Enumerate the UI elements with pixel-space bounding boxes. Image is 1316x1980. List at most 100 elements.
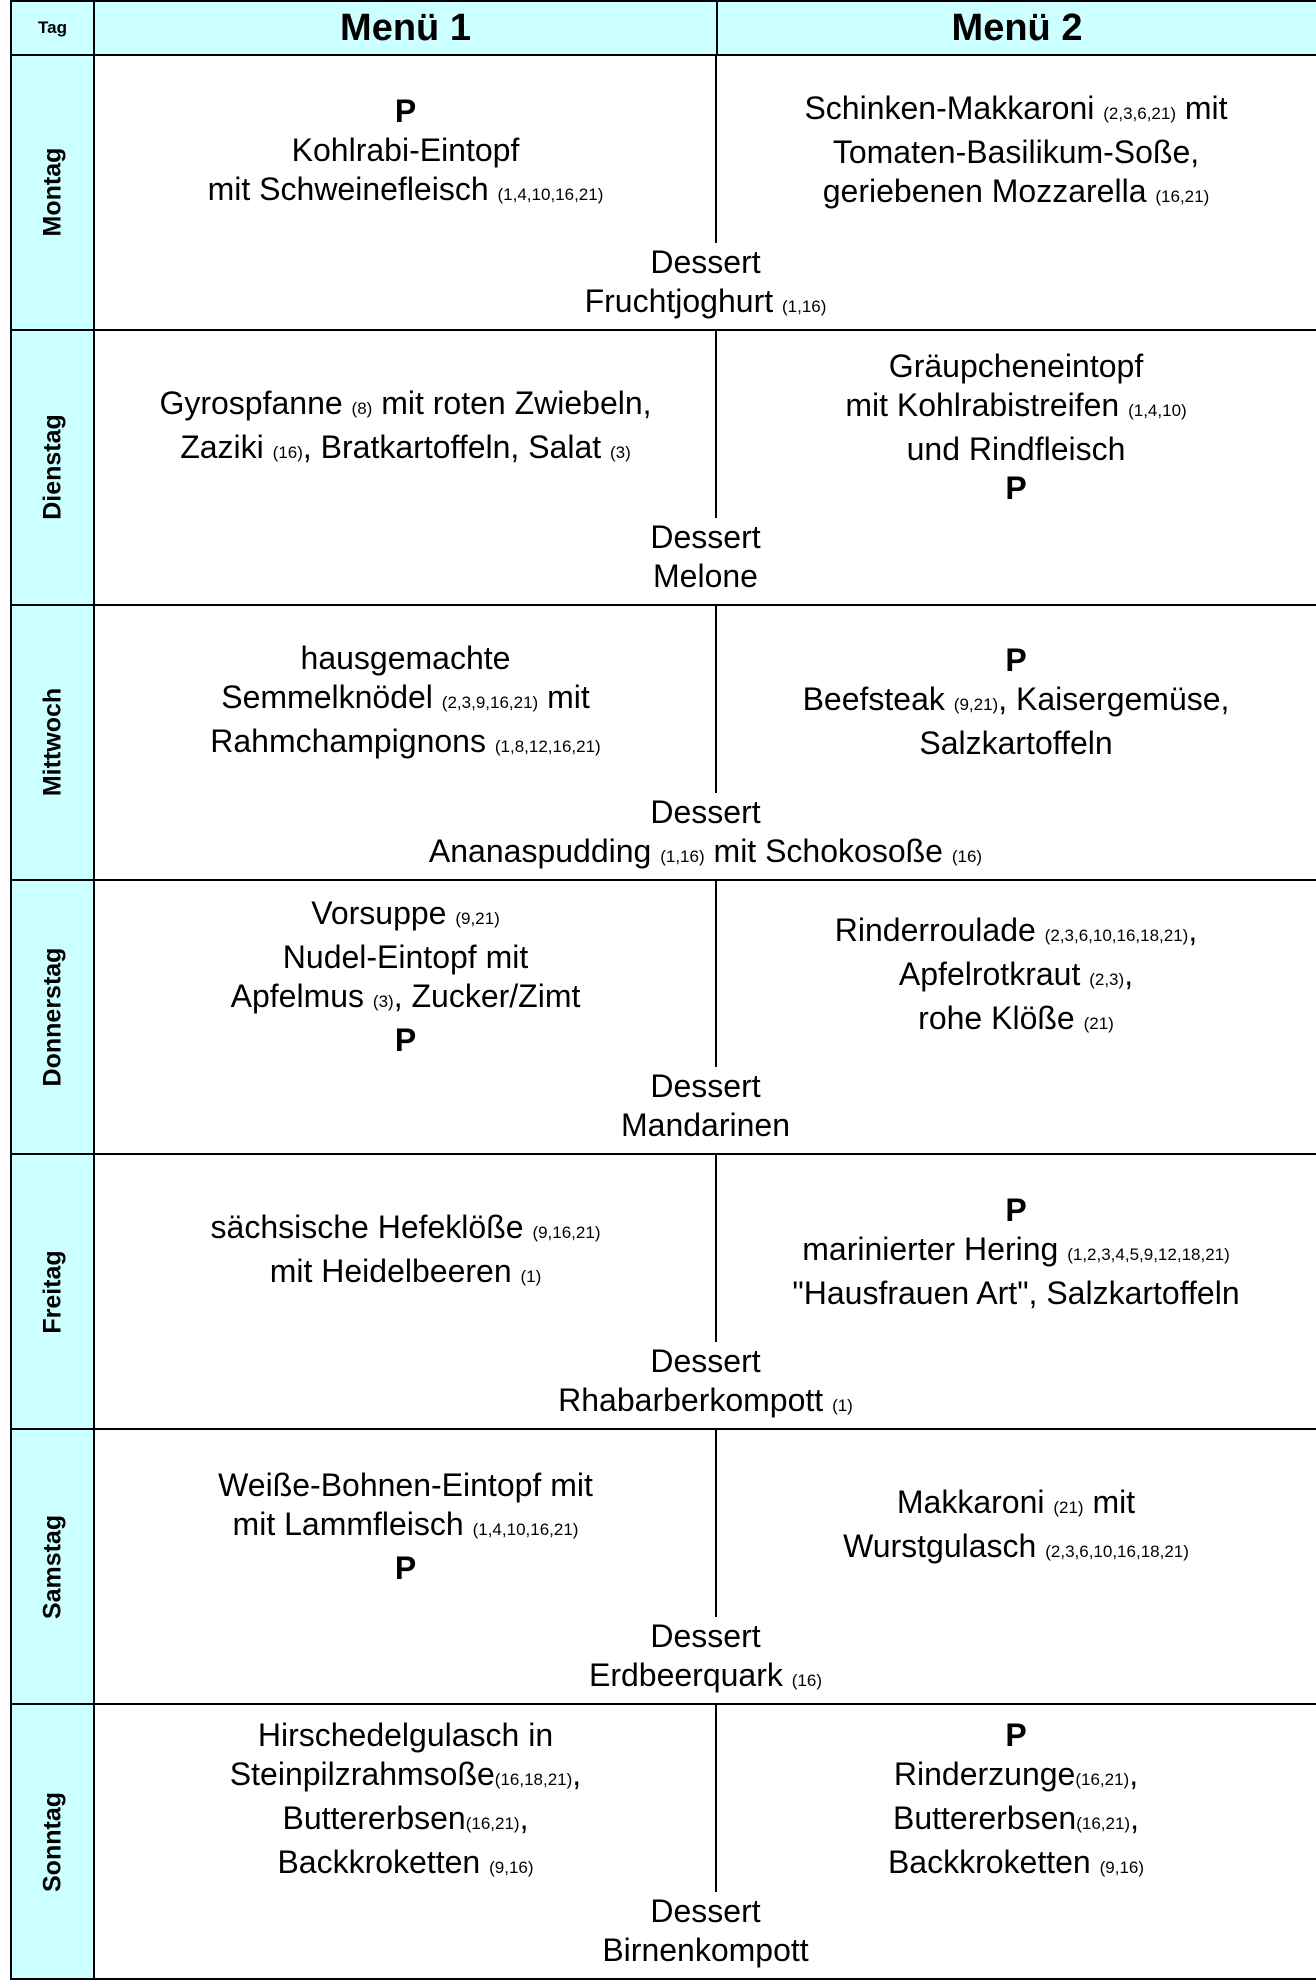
text-line: Tomaten-Basilikum-Soße,	[833, 133, 1199, 172]
text-line: Rhabarberkompott (1)	[558, 1381, 853, 1426]
column-divider	[715, 1430, 717, 1678]
allergen-code: (16)	[272, 442, 303, 462]
allergen-code: (9,21)	[953, 695, 999, 715]
text-line: Buttererbsen(16,21),	[893, 1799, 1139, 1843]
dish-text: Dessert	[650, 793, 761, 830]
day-name: Donnerstag	[38, 947, 66, 1087]
text-line: Dessert	[650, 242, 761, 282]
dish-text: P	[394, 1022, 417, 1059]
dish-text: Dessert	[650, 1893, 761, 1930]
allergen-code: (16,21)	[1075, 1770, 1130, 1790]
menu1-cell: hausgemachte Semmelknödel (2,3,9,16,21) m…	[95, 612, 716, 793]
day-row	[93, 56, 1316, 331]
dish-text: ,	[1129, 1756, 1139, 1793]
day-name: Mittwoch	[38, 687, 66, 797]
text-line: Ananaspudding (1,16) mit Schokosoße (16)	[428, 831, 983, 876]
dish-text: , Zucker/Zimt	[393, 978, 581, 1015]
text-line: Makkaroni (21) mit	[897, 1483, 1135, 1527]
text-line: Backkroketten (9,16)	[277, 1843, 533, 1887]
day-cell: Samstag	[10, 1430, 95, 1706]
allergen-code: (1,8,12,16,21)	[494, 736, 601, 756]
dish-text: Birnenkompott	[602, 1932, 809, 1969]
text-line: Beefsteak (9,21), Kaisergemüse,	[803, 680, 1230, 724]
day-cell: Mittwoch	[10, 605, 95, 881]
allergen-code: (16,21)	[1076, 1814, 1131, 1834]
menu2-cell: Gräupcheneintopf mit Kohlrabistreifen (1,…	[716, 337, 1316, 518]
column-divider	[715, 56, 717, 304]
text-line: Rahmchampignons (1,8,12,16,21)	[210, 722, 600, 766]
day-name: Freitag	[38, 1250, 66, 1334]
text-line: Dessert	[650, 517, 761, 557]
text-line: mit Schweinefleisch (1,4,10,16,21)	[208, 170, 604, 214]
column-divider	[715, 1705, 717, 1953]
dish-text: Kohlrabi-Eintopf	[291, 131, 520, 168]
dessert: Dessert Mandarinen	[95, 1067, 1316, 1146]
dish-text: Rahmchampignons	[210, 722, 495, 759]
allergen-code: (1,2,3,4,5,9,12,18,21)	[1067, 1245, 1230, 1265]
text-line: sächsische Hefeklöße (9,16,21)	[211, 1208, 601, 1252]
text-line: Apfelrotkraut (2,3),	[899, 955, 1133, 999]
dish-text: Ananaspudding	[428, 832, 661, 869]
text-line: Dessert	[650, 1342, 761, 1382]
allergen-code: (1)	[520, 1267, 542, 1287]
day-name: Montag	[38, 147, 66, 237]
allergen-code: (2,3,9,16,21)	[441, 692, 539, 712]
text-line: Dessert	[650, 1617, 761, 1657]
day-name: Dienstag	[38, 414, 66, 521]
allergen-code: (9,16,21)	[532, 1223, 601, 1243]
day-cell: Donnerstag	[10, 880, 95, 1156]
dish-text: ,	[1124, 956, 1134, 993]
dish-text: marinierter Hering	[802, 1231, 1068, 1268]
dish-text: Backkroketten	[887, 1844, 1100, 1881]
dish-text: Apfelmus	[230, 978, 373, 1015]
text-line: Dessert	[650, 792, 761, 832]
allergen-code: (2,3,6,21)	[1103, 104, 1176, 124]
day-cell: Dienstag	[10, 330, 95, 606]
dish-text: mit Lammfleisch	[232, 1505, 473, 1542]
text-line: Zaziki (16), Bratkartoffeln, Salat (3)	[180, 428, 631, 472]
dish-text: Fruchtjoghurt	[584, 282, 782, 319]
dish-text: rohe Klöße	[918, 1000, 1084, 1037]
dish-text: Gyrospfanne	[159, 384, 352, 421]
dish-text: Zaziki	[180, 428, 273, 465]
dish-text: Weiße-Bohnen-Eintopf mit	[218, 1466, 593, 1503]
header-menu1: Menü 1	[93, 0, 718, 56]
menu1-cell: Vorsuppe (9,21) Nudel-Eintopf mit Apfelmus…	[95, 887, 716, 1068]
dish-text: Buttererbsen	[282, 1800, 466, 1837]
allergen-code: (16)	[951, 846, 983, 866]
day-cell: Montag	[10, 56, 95, 331]
day-row	[93, 606, 1316, 881]
dish-text: Rinderzunge	[893, 1756, 1076, 1793]
text-line: Semmelknödel (2,3,9,16,21) mit	[221, 678, 590, 722]
dish-text: mit Schokosoße	[704, 832, 952, 869]
text-line: mit Lammfleisch (1,4,10,16,21)	[233, 1505, 579, 1549]
allergen-code: (1,4,10,16,21)	[472, 1519, 579, 1539]
dish-text: Backkroketten	[277, 1844, 490, 1881]
dessert: Dessert Melone	[95, 517, 1316, 596]
text-line: mit Heidelbeeren (1)	[270, 1252, 542, 1296]
text-line: P	[395, 92, 416, 131]
dish-text: mit	[538, 678, 590, 715]
dessert: Dessert Ananaspudding (1,16) mit Schokoso…	[95, 792, 1316, 876]
dish-text: Erdbeerquark	[588, 1657, 792, 1694]
dish-text: Steinpilzrahmsoße	[229, 1756, 495, 1793]
day-cell: Freitag	[10, 1155, 95, 1431]
dish-text: Dessert	[650, 1618, 761, 1655]
dish-text: mit roten Zwiebeln,	[372, 384, 652, 421]
allergen-code: (16,18,21)	[494, 1770, 573, 1790]
dish-text: Vorsuppe	[311, 895, 456, 932]
dish-text: mit	[1083, 1483, 1136, 1520]
allergen-code: (1)	[832, 1396, 853, 1416]
dish-text: P	[394, 1549, 417, 1586]
allergen-code: (2,3,6,10,16,18,21)	[1044, 926, 1189, 946]
menu1-cell: Hirschedelgulasch in Steinpilzrahmsoße(16…	[95, 1711, 716, 1892]
dish-text: Hirschedelgulasch in	[257, 1717, 554, 1754]
column-divider	[715, 1155, 717, 1403]
allergen-code: (3)	[372, 992, 394, 1012]
allergen-code: (1,4,10)	[1128, 401, 1187, 421]
dish-text: Dessert	[650, 243, 761, 280]
text-line: P	[395, 1021, 416, 1060]
allergen-code: (8)	[351, 398, 373, 418]
text-line: Dessert	[650, 1067, 761, 1107]
dish-text: Rinderroulade	[834, 912, 1045, 949]
